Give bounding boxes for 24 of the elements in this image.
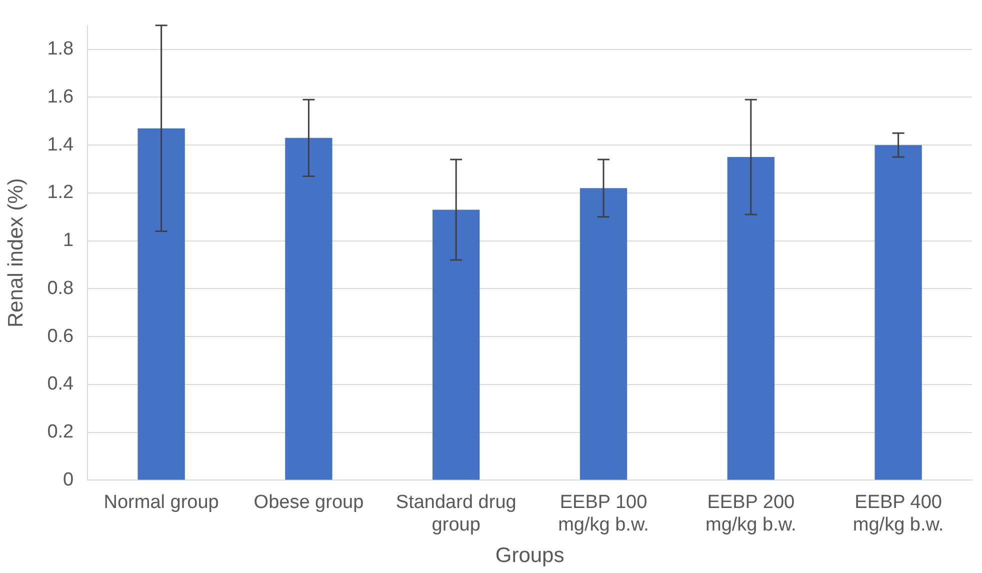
y-tick-label: 0.2: [47, 422, 74, 443]
x-tick-label: Normal group: [104, 492, 219, 513]
y-tick-label: 0: [63, 469, 74, 490]
y-tick-label: 1.8: [47, 38, 74, 60]
bar: [285, 138, 332, 480]
y-tick-label: 0.8: [47, 278, 74, 299]
x-tick-label: EEBP 200 mg/kg b.w.: [705, 492, 796, 536]
x-tick-label: EEBP 400 mg/kg b.w.: [852, 492, 944, 536]
bar: [432, 210, 480, 480]
bar: [727, 157, 774, 480]
y-tick-label: 0.4: [47, 374, 74, 395]
y-tick-label: 1: [63, 230, 74, 252]
bar: [138, 128, 185, 480]
x-tick-label: Standard drug group: [396, 492, 516, 536]
y-tick-label: 1.4: [47, 134, 74, 156]
bar: [580, 188, 628, 480]
x-axis-title: Groups: [495, 544, 564, 568]
y-tick-label: 1.2: [47, 182, 74, 204]
y-axis-title: Renal index (%): [4, 178, 28, 328]
bar: [874, 145, 922, 480]
x-tick-label: EEBP 100 mg/kg b.w.: [558, 492, 649, 536]
x-tick-label: Obese group: [254, 492, 364, 513]
y-tick-label: 1.6: [47, 86, 74, 108]
y-tick-label: 0.6: [47, 326, 74, 347]
